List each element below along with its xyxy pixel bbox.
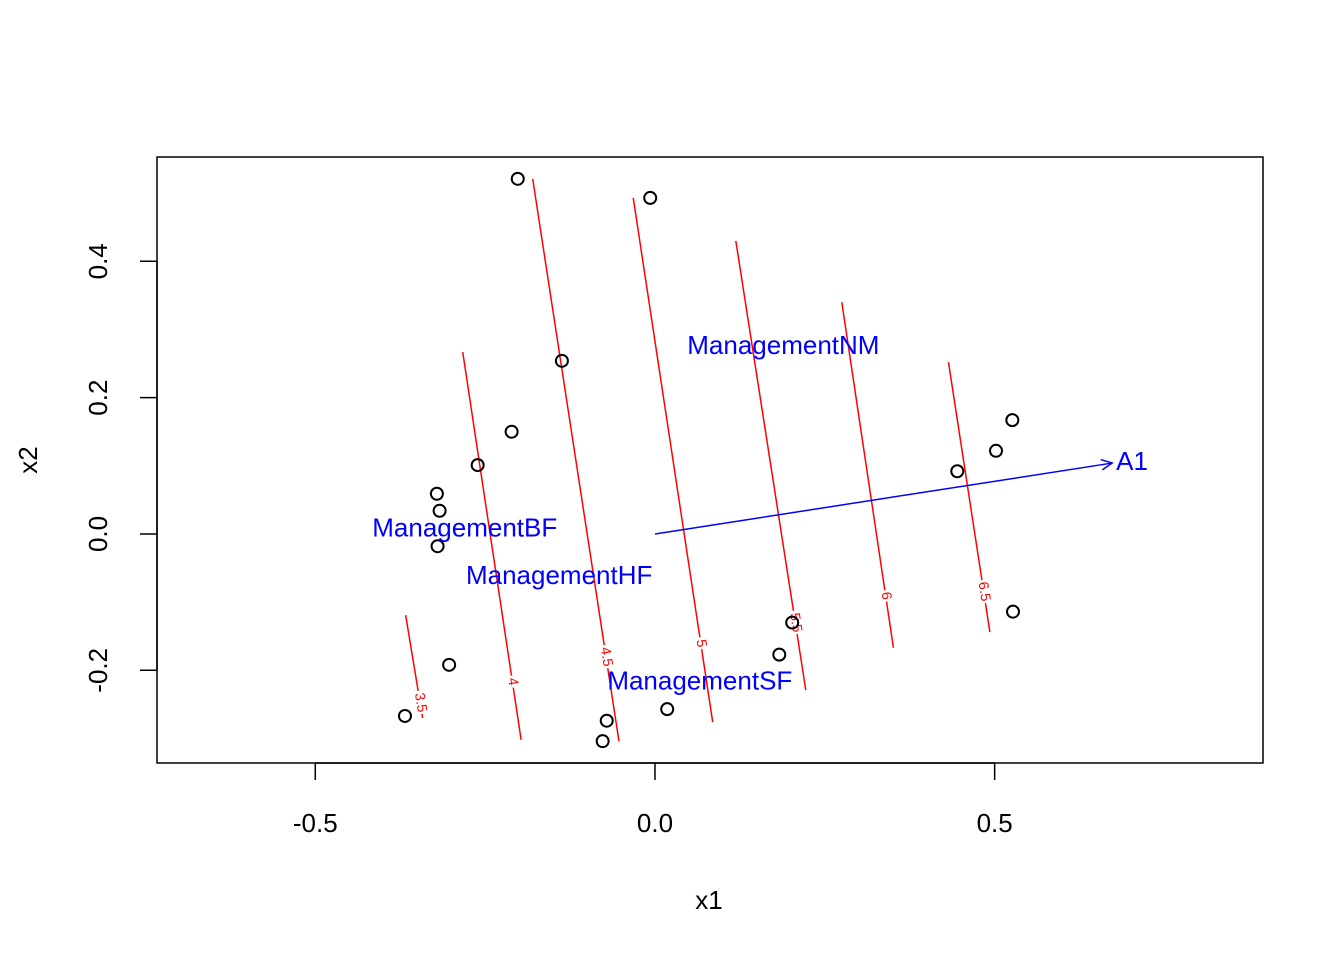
point (470, 458, 485, 473)
point (1005, 413, 1020, 428)
point (660, 702, 675, 717)
arrow-head (1100, 458, 1114, 471)
point (432, 503, 447, 518)
point (785, 615, 800, 630)
contour-label: 5 (694, 638, 711, 648)
y-tick-label: 0.0 (83, 516, 113, 552)
contour-label: 5.5 (787, 612, 806, 634)
y-tick-label: 0.4 (83, 243, 113, 279)
contour-line (404, 614, 424, 719)
point (643, 190, 658, 205)
contour-line (735, 240, 807, 691)
point (504, 424, 519, 439)
centroid-label: ManagementBF (372, 513, 557, 543)
centroid-label: ManagementHF (466, 560, 652, 590)
point (397, 708, 412, 723)
contour-line (632, 197, 714, 723)
contour-line (947, 362, 991, 633)
x-tick-label: 0.0 (637, 808, 673, 838)
vector-arrow (654, 462, 1113, 535)
contour-label: 4.5 (598, 646, 617, 668)
contour-line (841, 302, 895, 648)
contour-line (461, 351, 522, 740)
y-axis-label: x2 (13, 446, 43, 473)
centroid-label: ManagementSF (607, 665, 792, 695)
point (442, 657, 457, 672)
y-tick-label: 0.2 (83, 380, 113, 416)
point (950, 464, 965, 479)
x-tick-label: 0.5 (977, 808, 1013, 838)
point (989, 443, 1004, 458)
contour-label: 6 (878, 591, 895, 601)
point (429, 486, 444, 501)
vector-label: A1 (1116, 446, 1148, 476)
centroid-label: ManagementNM (687, 330, 879, 360)
contour-line (531, 178, 620, 742)
point (599, 713, 614, 728)
contour-label: 6.5 (976, 581, 995, 603)
point (1005, 604, 1020, 619)
point (772, 647, 787, 662)
point (554, 353, 569, 368)
point (510, 171, 525, 186)
x-axis-label: x1 (695, 885, 722, 915)
x-tick-label: -0.5 (293, 808, 338, 838)
y-tick-label: -0.2 (83, 648, 113, 693)
contour-label: 3.5 (412, 691, 431, 713)
point (595, 734, 610, 749)
point (430, 539, 445, 554)
contour-label: 4 (505, 676, 522, 686)
